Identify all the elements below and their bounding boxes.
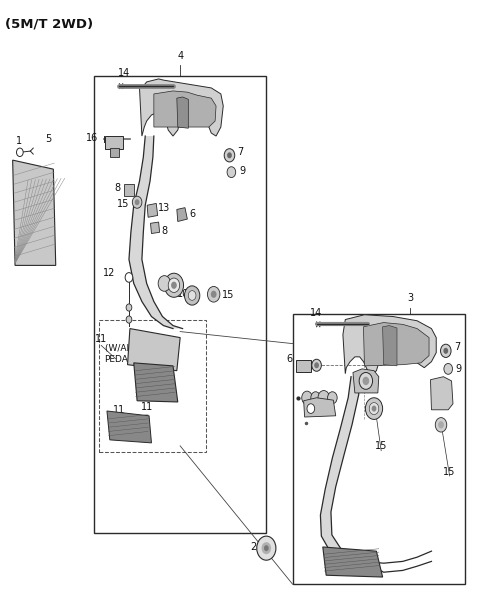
Text: 9: 9	[239, 166, 245, 176]
Text: 6: 6	[287, 354, 293, 364]
Circle shape	[207, 286, 220, 302]
Circle shape	[365, 398, 383, 420]
Text: 11: 11	[339, 557, 351, 567]
Circle shape	[314, 362, 319, 368]
Text: 11: 11	[95, 333, 108, 344]
Text: 16: 16	[86, 133, 98, 143]
Text: 14: 14	[311, 308, 323, 318]
Circle shape	[318, 391, 329, 405]
Text: 3: 3	[407, 292, 413, 303]
Polygon shape	[343, 315, 436, 375]
Text: 15: 15	[222, 291, 234, 300]
Polygon shape	[107, 411, 152, 443]
Circle shape	[369, 403, 379, 415]
Circle shape	[171, 282, 177, 289]
Circle shape	[188, 291, 196, 300]
Circle shape	[126, 304, 132, 311]
Text: 10: 10	[177, 289, 189, 300]
Text: 6: 6	[190, 209, 196, 219]
Circle shape	[302, 391, 312, 405]
Text: 5: 5	[46, 134, 52, 144]
Text: 8: 8	[114, 183, 120, 194]
Circle shape	[362, 377, 369, 385]
Polygon shape	[297, 361, 311, 373]
Circle shape	[312, 359, 322, 371]
Circle shape	[441, 344, 451, 358]
Circle shape	[227, 167, 236, 177]
Circle shape	[164, 273, 183, 297]
Text: 8: 8	[161, 226, 168, 236]
Polygon shape	[363, 323, 429, 366]
Text: 9: 9	[456, 364, 461, 374]
Circle shape	[444, 348, 448, 354]
Polygon shape	[353, 369, 379, 393]
Text: 12: 12	[103, 268, 116, 277]
Polygon shape	[154, 91, 216, 127]
Text: 1: 1	[16, 136, 22, 147]
Polygon shape	[177, 97, 188, 128]
Text: 11: 11	[113, 405, 125, 415]
Circle shape	[444, 364, 453, 374]
Circle shape	[158, 276, 170, 291]
Polygon shape	[321, 374, 364, 561]
Circle shape	[16, 148, 23, 157]
Polygon shape	[105, 136, 123, 149]
Circle shape	[435, 418, 447, 432]
Text: 14: 14	[118, 68, 130, 78]
Text: 15: 15	[375, 441, 387, 450]
Polygon shape	[140, 79, 223, 136]
Circle shape	[224, 149, 235, 162]
Polygon shape	[134, 363, 178, 402]
Text: 11: 11	[141, 402, 153, 412]
Bar	[99, 320, 206, 452]
Polygon shape	[177, 207, 187, 221]
Circle shape	[184, 286, 200, 305]
Circle shape	[211, 291, 216, 298]
Text: 13: 13	[157, 203, 170, 213]
Circle shape	[262, 542, 271, 554]
Text: 4: 4	[177, 51, 183, 61]
Polygon shape	[151, 222, 159, 233]
Circle shape	[327, 392, 337, 404]
Text: 15: 15	[444, 467, 456, 477]
Circle shape	[257, 536, 276, 560]
Polygon shape	[304, 398, 336, 417]
Text: (5M/T 2WD): (5M/T 2WD)	[5, 17, 94, 31]
Circle shape	[227, 153, 232, 159]
Polygon shape	[431, 377, 453, 410]
Circle shape	[135, 199, 140, 205]
Text: (W/AL PAD
PEDAL): (W/AL PAD PEDAL)	[105, 344, 152, 364]
Bar	[293, 314, 465, 584]
Circle shape	[126, 316, 132, 323]
Bar	[94, 76, 266, 533]
Polygon shape	[323, 547, 383, 577]
Text: 2: 2	[250, 542, 256, 552]
Polygon shape	[128, 329, 180, 371]
Circle shape	[311, 392, 321, 404]
Circle shape	[132, 196, 142, 208]
Circle shape	[168, 278, 180, 292]
Circle shape	[307, 404, 315, 414]
Polygon shape	[129, 136, 182, 329]
Circle shape	[359, 373, 372, 390]
Text: 7: 7	[237, 147, 243, 157]
Circle shape	[264, 545, 269, 551]
Polygon shape	[124, 184, 134, 196]
Text: 7: 7	[455, 343, 461, 352]
Polygon shape	[110, 148, 120, 157]
Polygon shape	[383, 326, 397, 366]
Circle shape	[438, 421, 444, 429]
Circle shape	[372, 406, 376, 412]
Text: 15: 15	[117, 199, 129, 209]
Polygon shape	[147, 203, 157, 217]
Circle shape	[125, 273, 133, 282]
Polygon shape	[12, 160, 56, 265]
